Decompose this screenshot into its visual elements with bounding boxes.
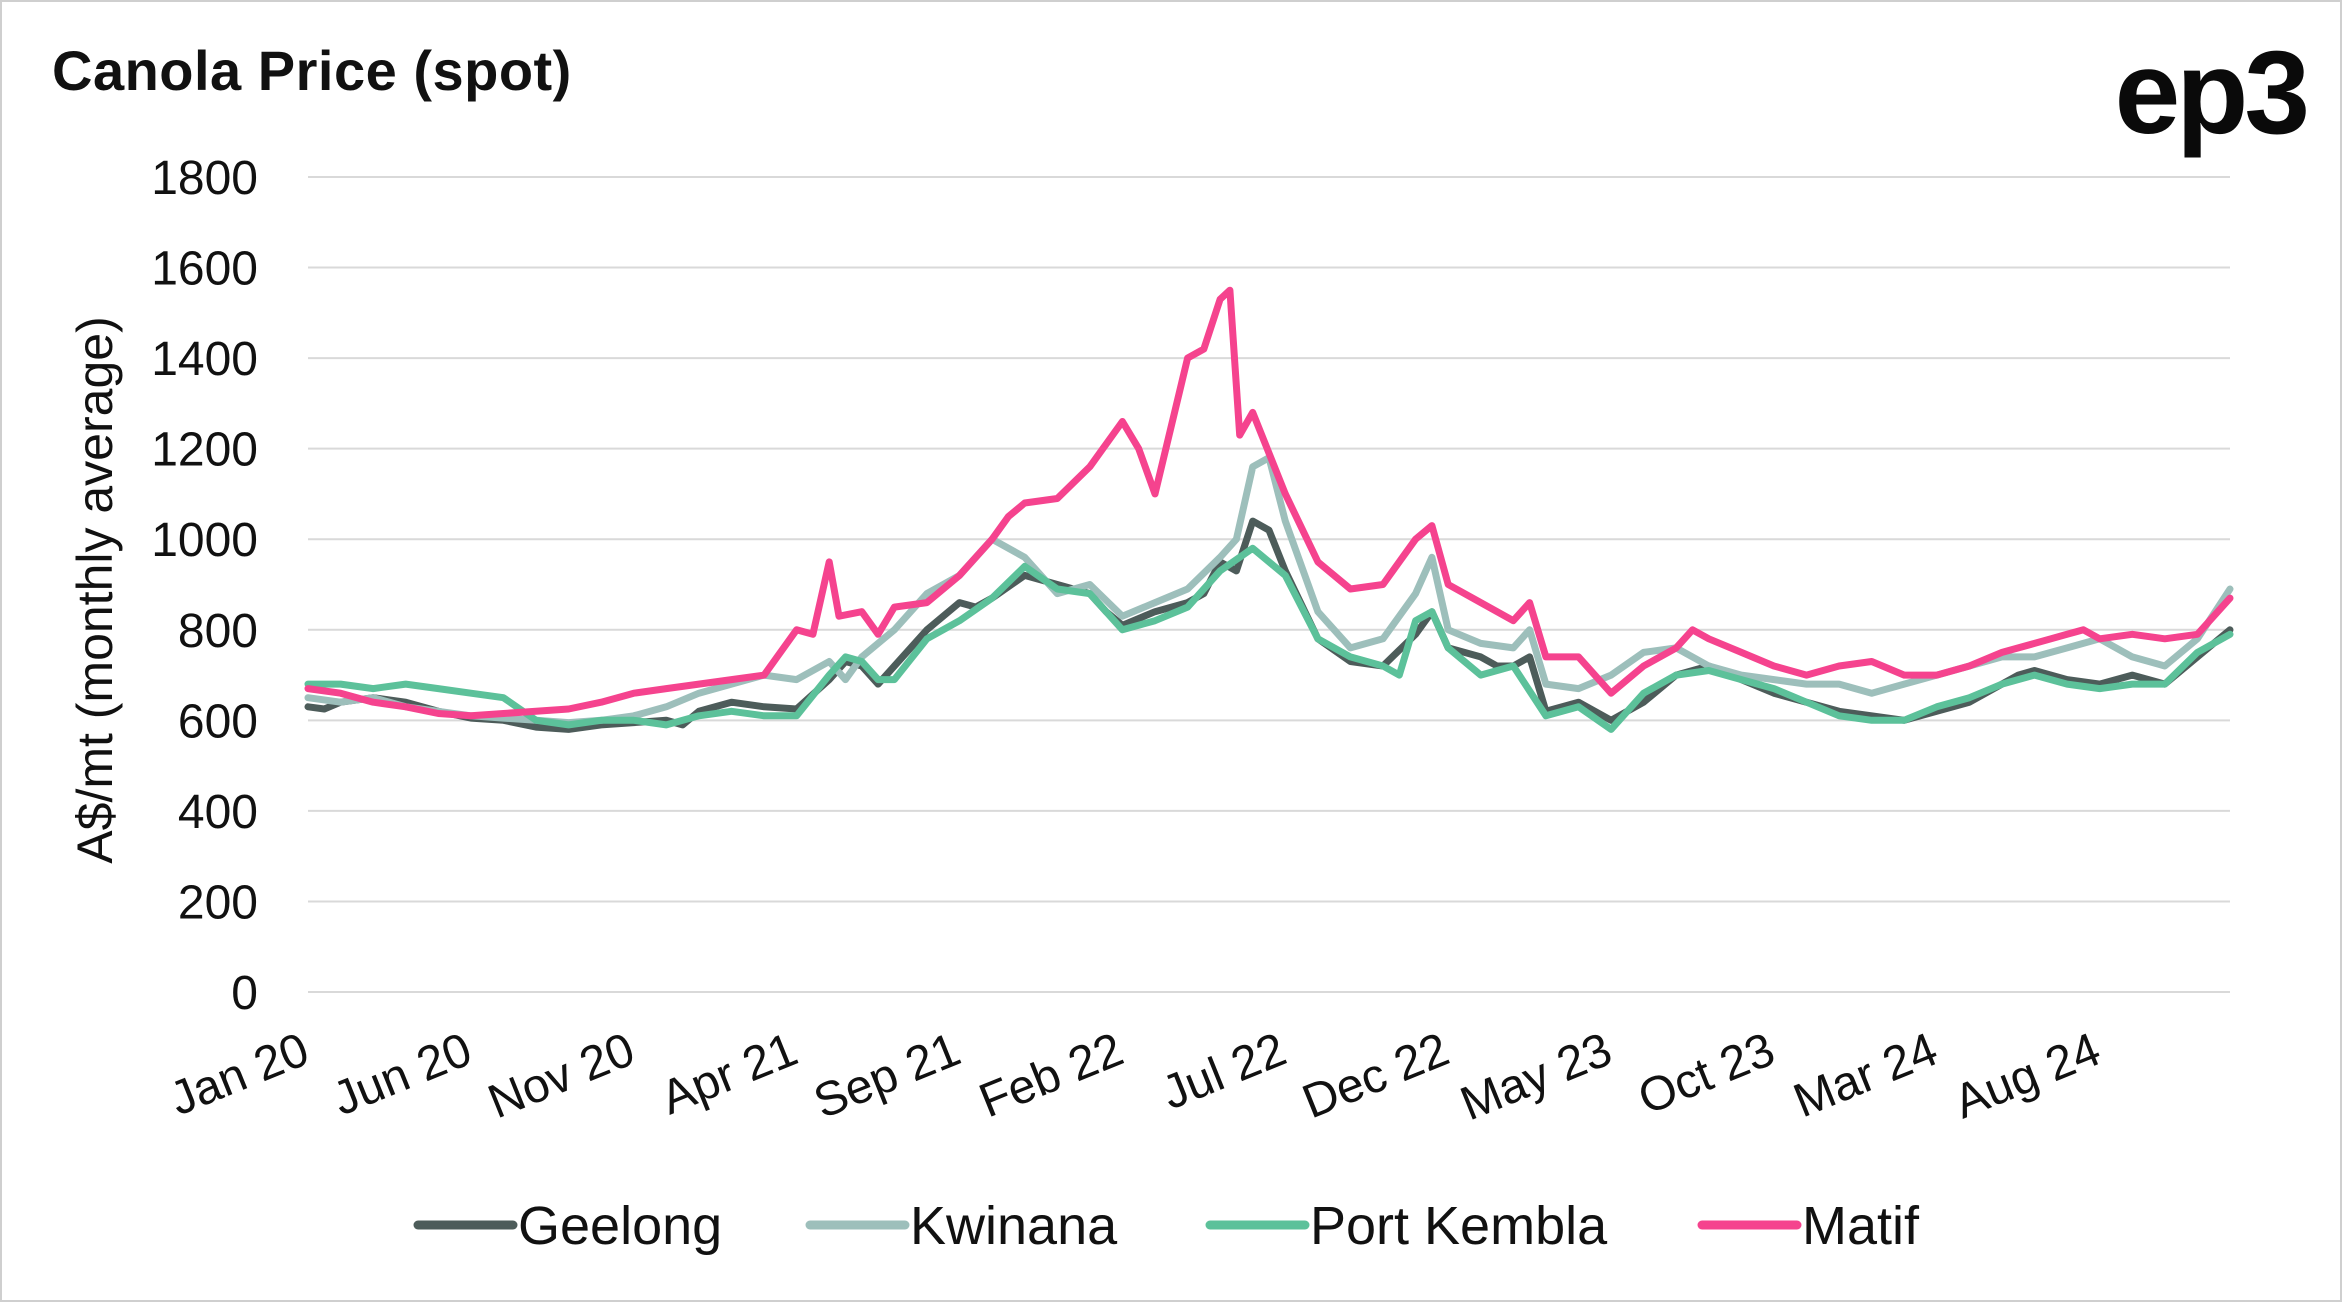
y-tick-label: 800 [178,605,258,658]
series-line-matif [304,286,2234,720]
legend-label: Kwinana [910,1196,1118,1256]
x-tick-label: Dec 22 [1295,1023,1456,1129]
y-axis-label: A$/mt (monthly average) [67,316,123,863]
x-tick-label: May 23 [1453,1023,1619,1131]
x-tick-label: Feb 22 [972,1023,1130,1128]
x-tick-label: Sep 21 [807,1023,968,1129]
x-tick-label: Apr 21 [654,1023,805,1125]
gridlines [308,176,2230,993]
y-axis-ticks: 0 200 400 600 800 1000 1200 1400 1600 1800 [151,152,258,1020]
ep3-logo: ep3 [2114,27,2310,159]
y-tick-label: 1000 [151,514,258,567]
legend-label: Port Kembla [1310,1196,1608,1256]
x-tick-label: Oct 23 [1631,1023,1782,1125]
legend-label: Geelong [518,1196,722,1256]
y-tick-label: 400 [178,786,258,839]
x-axis-ticks: Jan 20 Jun 20 Nov 20 Apr 21 Sep 21 Feb 22 Jul … [163,1023,2108,1131]
x-tick-label: Mar 24 [1787,1023,1945,1128]
x-tick-label: Jan 20 [163,1023,316,1126]
series-line-port-kembla [304,544,2234,733]
x-tick-label: Nov 20 [481,1023,642,1129]
x-tick-label: Aug 24 [1947,1023,2108,1129]
legend-item-port-kembla: Port Kembla [1205,1196,1608,1256]
x-tick-label: Jun 20 [326,1023,479,1126]
series-lines [304,286,2234,733]
legend-item-kwinana: Kwinana [805,1196,1118,1256]
y-tick-label: 200 [178,876,258,929]
series-line-geelong [304,517,2234,733]
legend-item-geelong: Geelong [413,1196,722,1256]
y-tick-label: 1600 [151,243,258,296]
y-tick-label: 0 [231,967,258,1020]
y-tick-label: 1400 [151,333,258,386]
y-tick-label: 1200 [151,424,258,477]
y-tick-label: 1800 [151,152,258,205]
legend-label: Matif [1802,1196,1920,1256]
legend: Geelong Kwinana Port Kembla Matif [413,1196,1920,1256]
legend-item-matif: Matif [1697,1196,1920,1256]
y-tick-label: 600 [178,695,258,748]
chart-title: Canola Price (spot) [52,39,572,102]
series-line-kwinana [304,454,2234,727]
x-tick-label: Jul 22 [1155,1023,1294,1120]
